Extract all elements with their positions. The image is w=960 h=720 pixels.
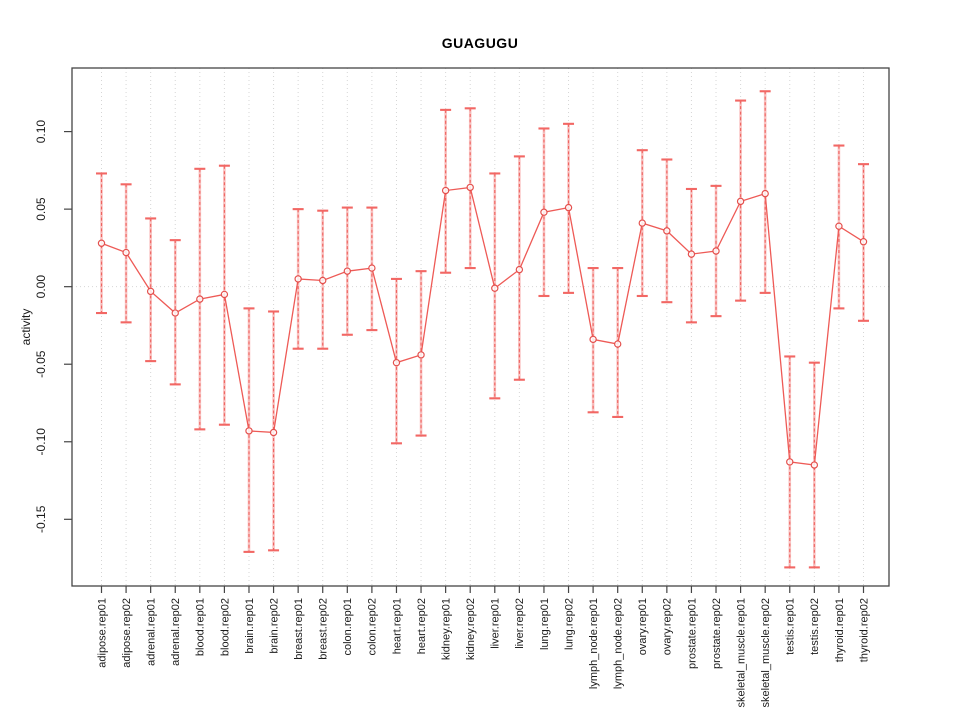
x-tick-label: breast.rep02 [318, 598, 330, 660]
x-tick-label: heart.rep02 [416, 598, 428, 654]
x-tick-label: prostate.rep02 [711, 598, 723, 669]
data-point-marker [638, 219, 646, 227]
series-line [101, 186, 864, 466]
x-tick-label: lung.rep02 [563, 598, 575, 650]
data-point-marker [515, 265, 524, 274]
data-point-marker [441, 186, 450, 195]
x-tick-label: colon.rep01 [342, 598, 354, 656]
data-point-marker [196, 295, 204, 303]
data-point-marker [736, 197, 745, 206]
data-point-marker [835, 222, 843, 230]
y-tick-label: 0.05 [34, 197, 48, 221]
data-point-marker [859, 238, 868, 246]
x-tick-label: lung.rep01 [539, 598, 551, 650]
data-point-marker [269, 428, 278, 437]
data-point-marker [294, 275, 302, 283]
data-point-marker [466, 183, 474, 192]
data-point-marker [392, 358, 401, 367]
x-tick-label: liver.rep01 [490, 598, 502, 649]
data-point-marker [97, 239, 106, 247]
x-tick-label: lymph_node.rep02 [613, 598, 625, 689]
data-point-marker [146, 287, 155, 296]
data-point-marker [343, 267, 352, 275]
data-point-marker [540, 208, 548, 216]
x-tick-label: kidney.rep01 [440, 598, 452, 660]
y-tick-label: -0.15 [34, 505, 48, 533]
x-tick-label: liver.rep02 [514, 598, 526, 649]
data-point-marker [245, 427, 253, 435]
data-point-marker [171, 309, 179, 317]
x-tick-label: breast.rep01 [293, 598, 305, 660]
y-tick-label: 0.00 [34, 275, 48, 299]
x-tick-label: adipose.rep02 [121, 598, 133, 668]
x-tick-label: heart.rep01 [391, 598, 403, 654]
data-point-marker [786, 458, 794, 466]
x-tick-label: brain.rep02 [268, 598, 280, 654]
x-tick-label: brain.rep01 [244, 598, 256, 654]
x-tick-label: thyroid.rep01 [834, 598, 846, 662]
x-tick-label: adipose.rep01 [96, 598, 108, 668]
y-tick-label: -0.10 [34, 428, 48, 456]
x-tick-label: ovary.rep01 [637, 598, 649, 655]
data-point-marker [589, 335, 597, 344]
x-tick-label: prostate.rep01 [686, 598, 698, 669]
x-tick-label: ovary.rep02 [662, 598, 674, 655]
x-tick-label: adrenal.rep02 [170, 598, 182, 666]
data-point-marker [712, 247, 720, 255]
data-point-marker [491, 284, 499, 292]
x-tick-label: testis.rep01 [785, 598, 797, 655]
x-tick-label: skeletal_muscle.rep01 [735, 598, 747, 707]
data-point-marker [417, 351, 425, 359]
x-tick-label: thyroid.rep02 [858, 598, 870, 662]
x-tick-label: blood.rep02 [219, 598, 231, 656]
x-tick-label: colon.rep02 [367, 598, 379, 656]
data-point-marker [810, 461, 819, 469]
x-tick-label: skeletal_muscle.rep02 [760, 598, 772, 707]
data-point-marker [613, 340, 622, 348]
data-point-marker [761, 189, 769, 198]
y-tick-label: -0.05 [34, 350, 48, 378]
data-point-marker [220, 290, 229, 299]
data-point-marker [122, 248, 130, 257]
x-tick-label: kidney.rep02 [465, 598, 477, 660]
y-tick-label: 0.10 [34, 120, 48, 144]
data-point-marker [368, 264, 376, 272]
x-tick-label: testis.rep02 [809, 598, 821, 655]
x-tick-label: blood.rep01 [195, 598, 207, 656]
x-tick-label: adrenal.rep01 [146, 598, 158, 666]
axis-box [71, 67, 890, 587]
data-point-marker [319, 276, 327, 285]
data-point-marker [663, 227, 671, 235]
data-point-marker [687, 250, 696, 258]
data-point-marker [564, 203, 573, 212]
chart-title: GUAGUGU [441, 35, 519, 51]
x-tick-label: lymph_node.rep01 [588, 598, 600, 689]
